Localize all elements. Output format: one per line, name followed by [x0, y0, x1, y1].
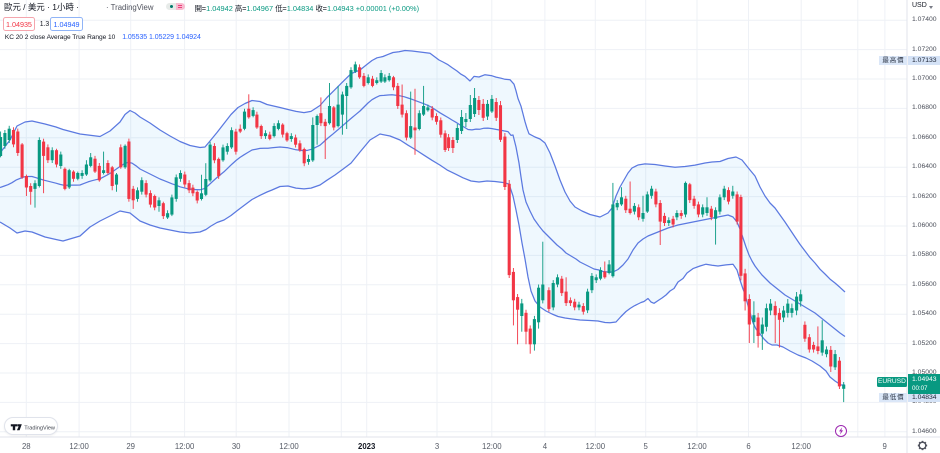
svg-text:TradingView: TradingView — [24, 425, 56, 431]
